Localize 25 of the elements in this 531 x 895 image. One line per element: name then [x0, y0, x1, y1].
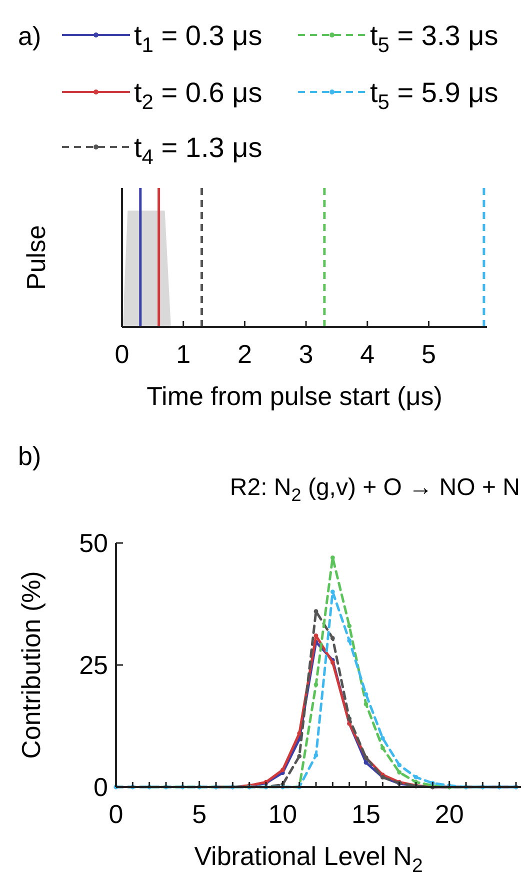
legend-label: t$_{4}$ = 1.3 μs — [134, 132, 262, 170]
legend-label: t$_{5}$ = 3.3 μs — [370, 20, 498, 58]
x-tick-label: 20 — [434, 799, 464, 829]
chart-title: R2: N$_{2}$ (g,v) + O → NO + N — [230, 474, 520, 506]
x-tick-label: 3 — [298, 339, 314, 369]
y-tick-label: 0 — [94, 772, 108, 802]
legend-label: t$_{1}$ = 0.3 μs — [134, 20, 262, 58]
x-tick-label: 2 — [237, 339, 252, 369]
y-axis-title: Pulse — [21, 224, 51, 290]
legend-label: t$_{5}$ = 5.9 μs — [370, 77, 498, 114]
x-axis-title: Vibrational Level N$_{2}$ — [194, 841, 423, 877]
x-tick-label: 5 — [421, 339, 436, 369]
y-tick-label: 25 — [79, 650, 108, 680]
y-axis-title: Contribution (%) — [16, 571, 46, 759]
x-tick-label: 4 — [360, 339, 375, 369]
x-tick-label: 10 — [268, 799, 298, 829]
x-tick-label: 5 — [192, 799, 207, 829]
x-tick-label: 0 — [114, 339, 130, 369]
legend-label: t$_{2}$ = 0.6 μs — [134, 77, 262, 114]
x-tick-label: 15 — [352, 799, 380, 829]
text: a) — [18, 21, 42, 51]
y-tick-label: 50 — [79, 528, 108, 558]
x-axis-title: Time from pulse start (μs) — [146, 381, 442, 411]
text: b) — [18, 441, 42, 471]
x-tick-label: 1 — [176, 339, 191, 369]
